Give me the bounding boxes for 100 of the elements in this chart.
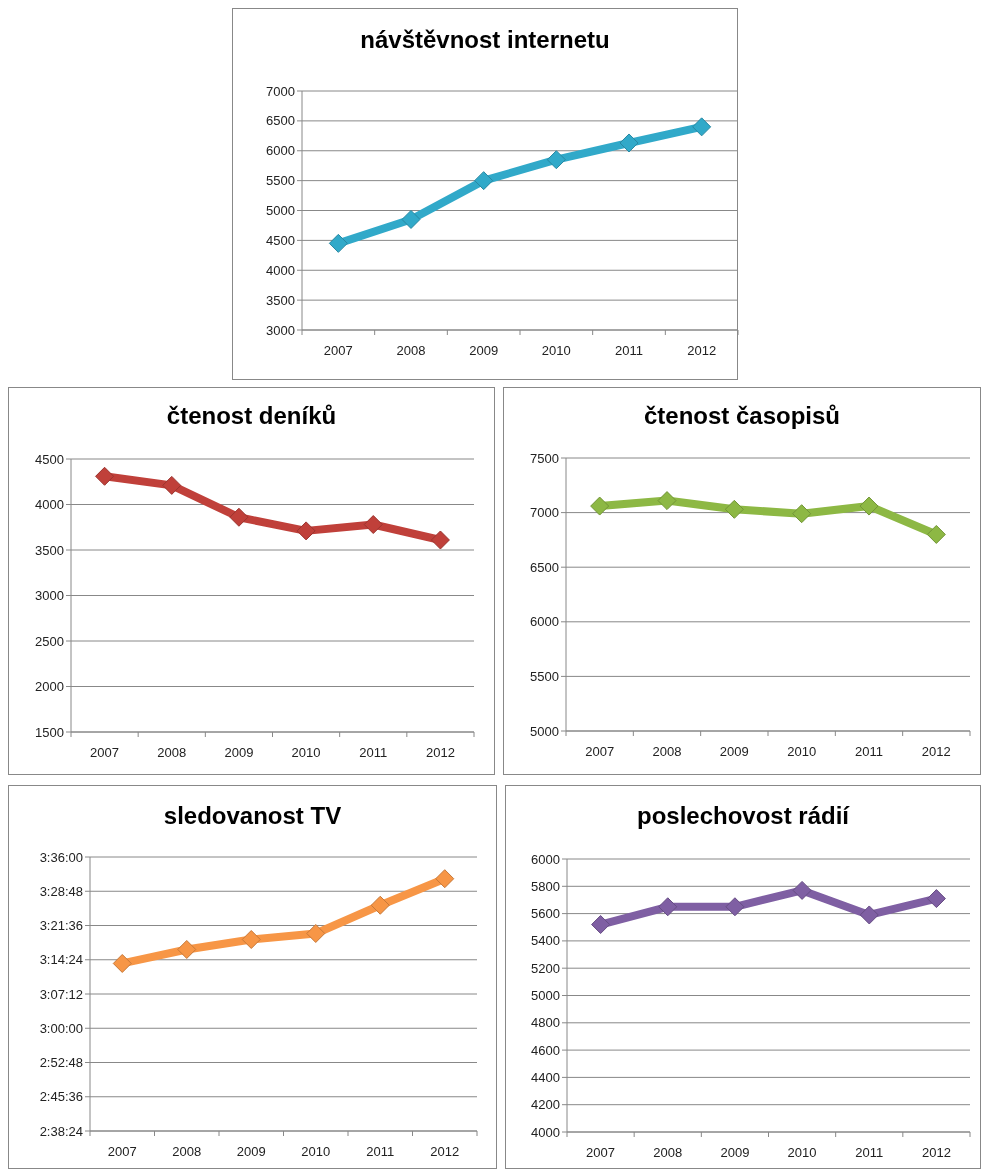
point: [657, 491, 677, 511]
point: [363, 515, 383, 535]
point: [241, 929, 261, 949]
x-tick-label: 2011: [615, 343, 643, 358]
y-tick-label: 2:38:24: [39, 1123, 83, 1139]
y-tick-label: 4400: [531, 1069, 560, 1085]
x-tick-label: 2010: [787, 744, 817, 759]
point: [95, 466, 115, 486]
y-tick-label: 3:21:36: [39, 918, 83, 934]
x-tick-label: 2012: [687, 343, 717, 358]
y-tick-label: 1500: [35, 724, 64, 740]
x-tick-label: 2011: [359, 745, 388, 760]
x-tick-label: 2010: [541, 343, 571, 358]
x-tick-label: 2012: [921, 744, 951, 759]
point: [590, 496, 610, 516]
point: [725, 897, 745, 917]
x-tick-label: 2010: [787, 1145, 817, 1160]
y-tick-label: 4200: [531, 1097, 560, 1113]
x-tick-label: 2009: [720, 1145, 750, 1160]
y-tick-label: 2:52:48: [39, 1055, 83, 1071]
x-tick-label: 2012: [425, 745, 455, 760]
y-tick-label: 3:36:00: [39, 849, 83, 865]
y-tick-label: 6000: [531, 851, 560, 867]
y-tick-label: 6500: [266, 113, 295, 129]
y-tick-label: 2:45:36: [39, 1089, 83, 1105]
y-tick-label: 5200: [531, 960, 560, 976]
point: [112, 953, 132, 973]
x-tick-label: 2011: [855, 1145, 884, 1160]
y-tick-label: 5400: [531, 933, 560, 949]
x-tick-label: 2008: [172, 1144, 202, 1159]
x-tick-label: 2008: [652, 744, 682, 759]
point: [370, 895, 390, 915]
point: [658, 897, 678, 917]
point: [692, 117, 712, 137]
y-tick-label: 5500: [530, 668, 559, 684]
y-tick-label: 4500: [266, 232, 295, 248]
y-tick-label: 2500: [35, 633, 64, 649]
x-tick-label: 2008: [157, 745, 187, 760]
y-tick-label: 3500: [266, 292, 295, 308]
y-tick-label: 2000: [35, 679, 64, 695]
x-tick-label: 2009: [469, 343, 499, 358]
chart-title: návštěvnost internetu: [360, 26, 610, 53]
point: [177, 939, 197, 959]
y-tick-label: 5000: [531, 988, 560, 1004]
x-tick-label: 2012: [430, 1144, 460, 1159]
point: [430, 530, 450, 550]
y-tick-label: 4500: [35, 451, 64, 467]
point: [306, 923, 326, 943]
y-tick-label: 6000: [266, 143, 295, 159]
point: [229, 507, 249, 527]
point: [401, 209, 421, 229]
y-tick-label: 3000: [266, 322, 295, 338]
x-tick-label: 2009: [236, 1144, 266, 1159]
point: [591, 915, 611, 935]
point: [792, 504, 812, 524]
point: [328, 233, 348, 253]
y-tick-label: 4600: [531, 1042, 560, 1058]
point: [859, 905, 879, 925]
y-tick-label: 4000: [35, 497, 64, 513]
x-tick-label: 2007: [90, 745, 120, 760]
y-tick-label: 3:28:48: [39, 883, 83, 899]
x-tick-label: 2007: [107, 1144, 137, 1159]
y-tick-label: 4000: [531, 1124, 560, 1140]
y-tick-label: 3:07:12: [39, 986, 83, 1002]
chart-title: čtenost časopisů: [643, 402, 841, 429]
y-tick-label: 4800: [531, 1015, 560, 1031]
point: [546, 150, 566, 170]
y-tick-label: 6000: [530, 614, 559, 630]
point: [926, 524, 946, 544]
y-tick-label: 7500: [530, 450, 559, 466]
point: [435, 869, 455, 889]
x-tick-label: 2009: [224, 745, 254, 760]
x-tick-label: 2007: [323, 343, 353, 358]
x-tick-label: 2008: [396, 343, 426, 358]
point: [619, 133, 639, 153]
x-tick-label: 2010: [301, 1144, 331, 1159]
y-tick-label: 5800: [531, 878, 560, 894]
y-tick-label: 7000: [266, 83, 295, 99]
y-tick-label: 3:00:00: [39, 1020, 83, 1036]
x-tick-label: 2009: [719, 744, 749, 759]
point: [859, 496, 879, 516]
x-tick-label: 2007: [586, 1145, 616, 1160]
point: [792, 880, 812, 900]
y-tick-label: 4000: [266, 262, 295, 278]
x-tick-label: 2010: [291, 745, 321, 760]
y-tick-label: 3000: [35, 588, 64, 604]
y-tick-label: 6500: [530, 559, 559, 575]
x-tick-label: 2007: [585, 744, 615, 759]
x-tick-label: 2011: [366, 1144, 395, 1159]
point: [296, 521, 316, 541]
y-tick-label: 5000: [530, 723, 559, 739]
point: [724, 499, 744, 519]
y-tick-label: 3500: [35, 542, 64, 558]
y-tick-label: 3:14:24: [39, 952, 83, 968]
y-tick-label: 5600: [531, 906, 560, 922]
point: [474, 171, 494, 191]
point: [162, 475, 182, 495]
chart-title: sledovanost TV: [163, 802, 342, 829]
chart-title: poslechovost rádií: [636, 802, 851, 829]
x-tick-label: 2011: [855, 744, 883, 759]
